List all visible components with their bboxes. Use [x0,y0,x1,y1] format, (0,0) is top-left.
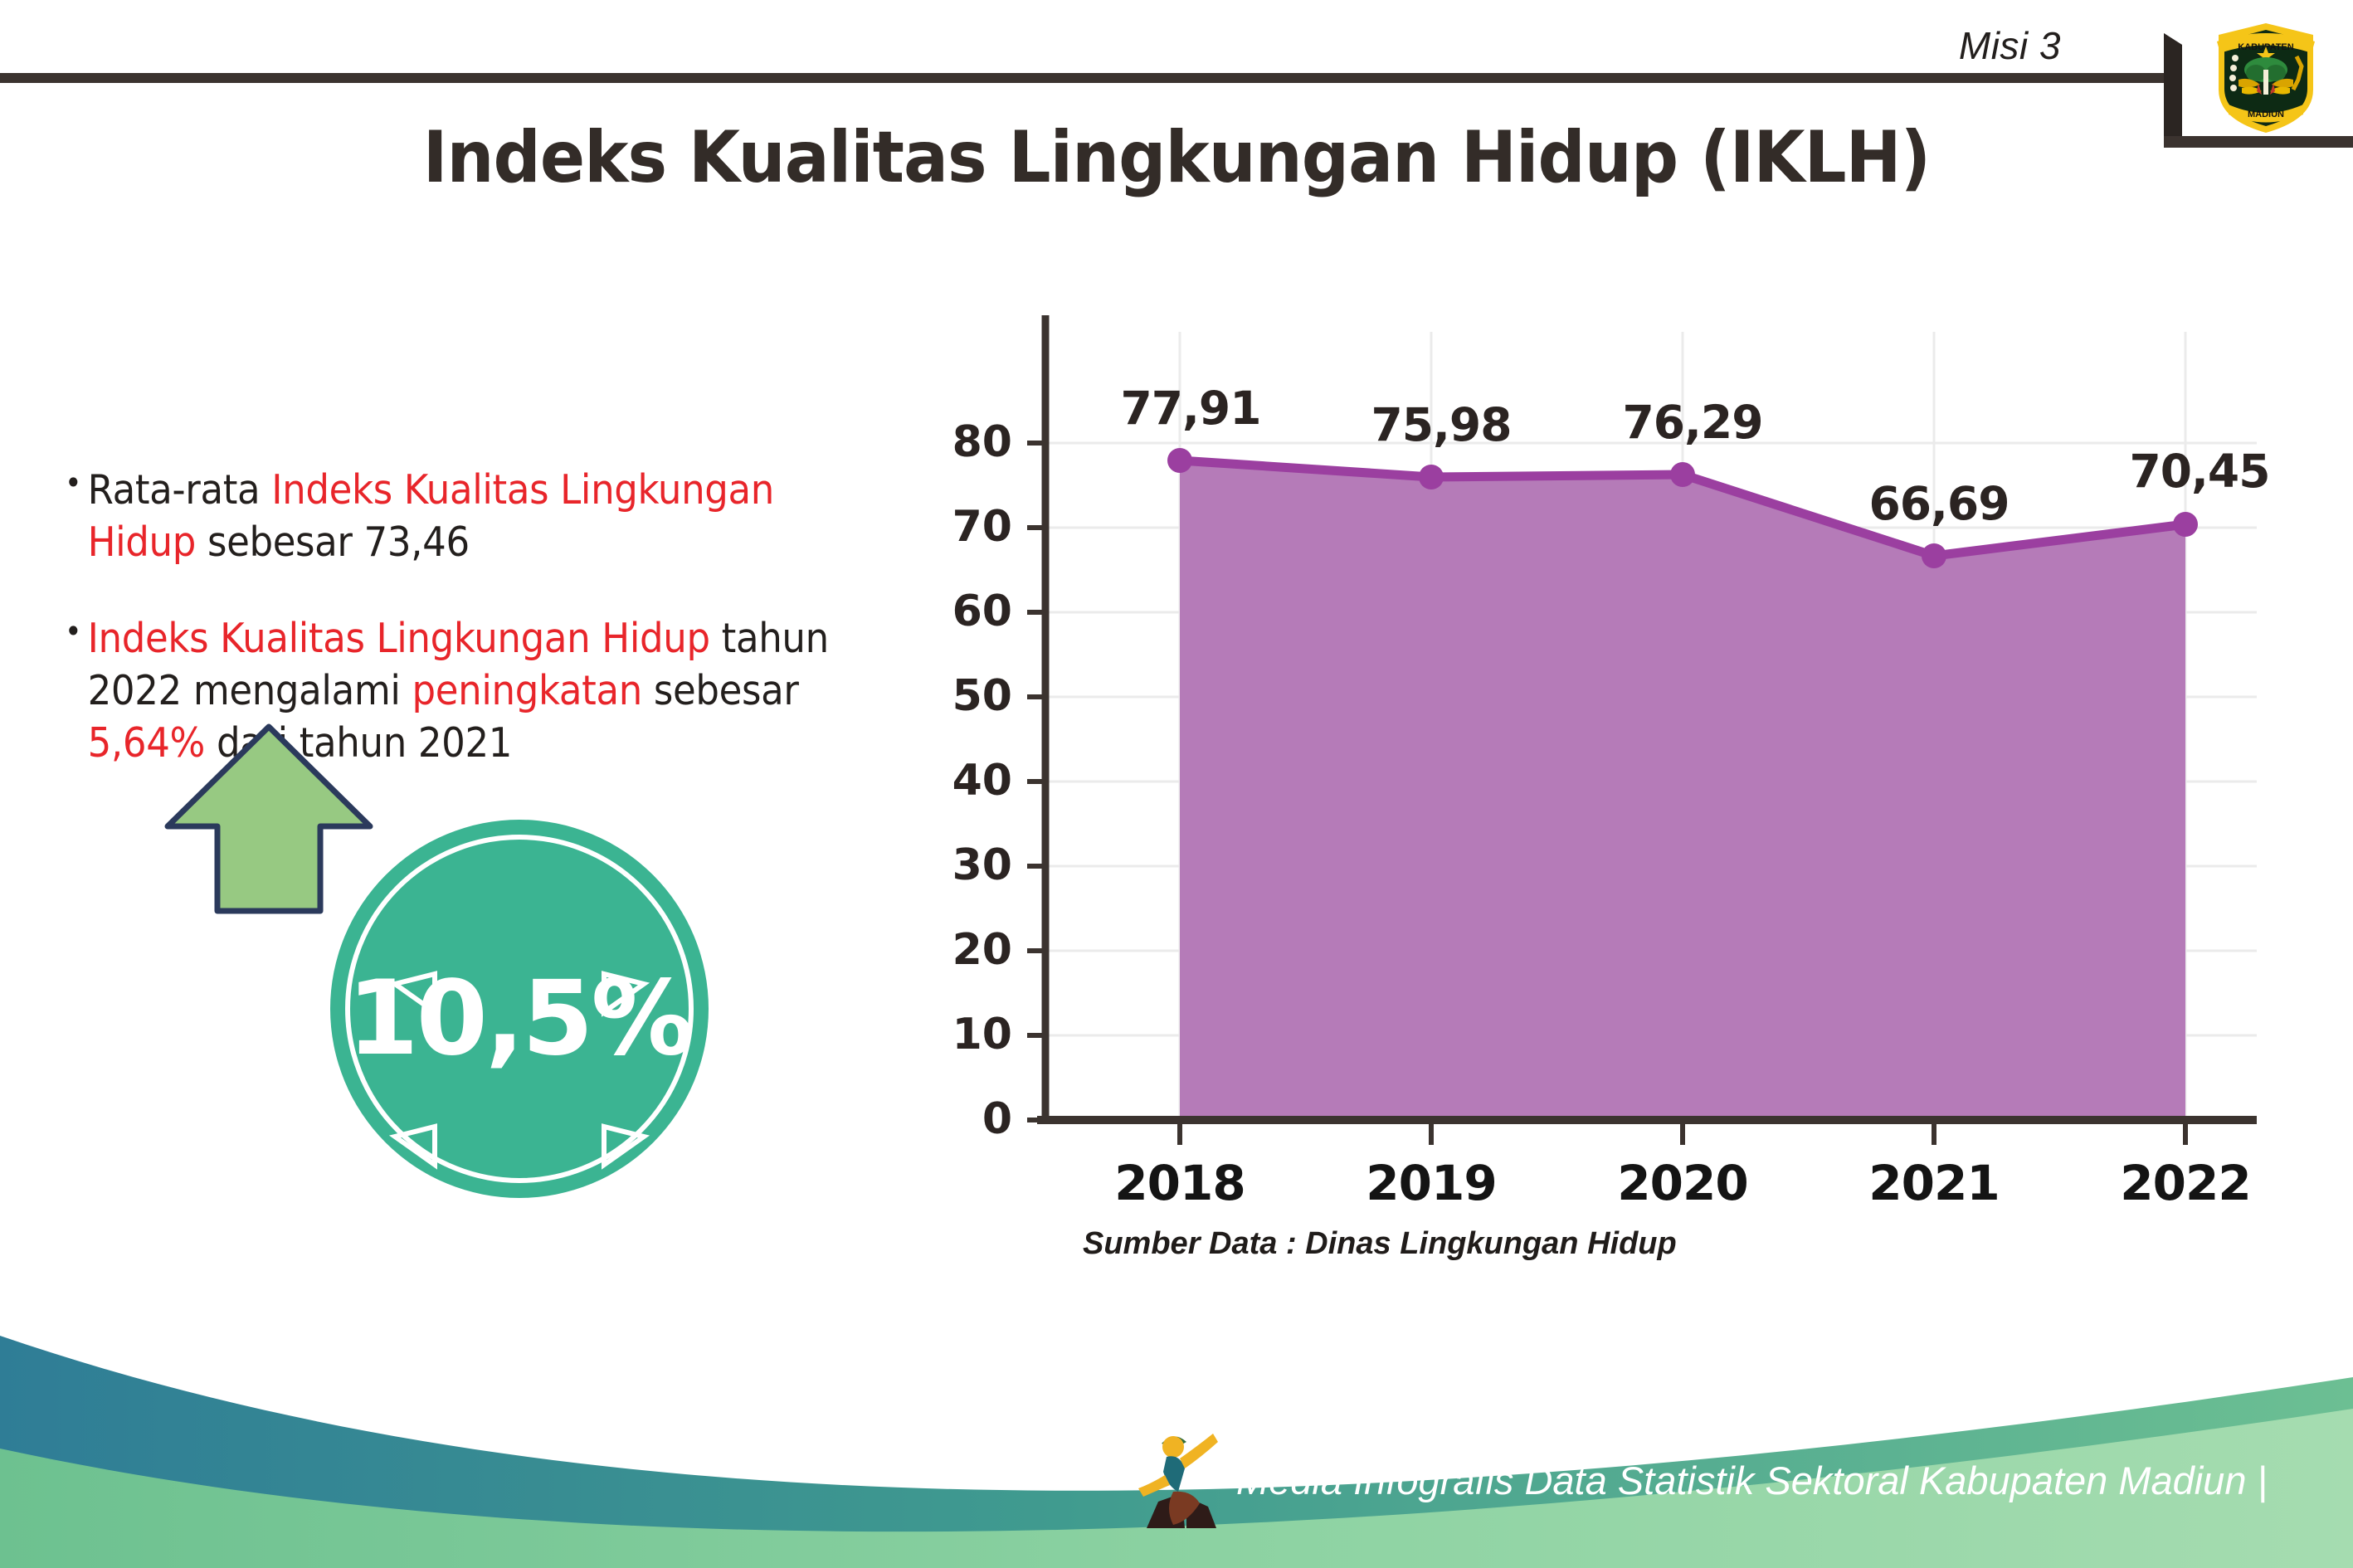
data-label-2021: 66,69 [1868,477,2010,530]
bullet-1-part-4: 5,64% [87,718,206,767]
x-tick-label-2020: 2020 [1617,1155,1748,1211]
data-label-2018: 77,91 [1120,382,1262,435]
bullet-item-1: Indeks Kualitas Lingkungan Hidup tahun 2… [65,611,874,769]
header-divider-line [0,73,2170,83]
y-tick-label-80: 80 [952,417,1012,467]
kabupaten-madiun-logo-icon: KABUPATEN MADIUN [2217,23,2315,133]
growth-badge: 10,5% [330,820,709,1198]
y-tick-label-20: 20 [952,925,1012,975]
chart-canvas [1027,315,2257,1145]
y-tick-label-50: 50 [952,671,1012,721]
bullet-1-part-0: Indeks Kualitas Lingkungan Hidup [87,615,710,663]
bullet-0-part-2: sebesar 73,46 [195,518,470,566]
y-tick-label-70: 70 [952,502,1012,552]
iklh-area-chart: 80 70 60 50 40 30 20 10 0 2018 2019 2020… [952,282,2270,1211]
y-tick-label-30: 30 [952,840,1012,890]
up-arrow-icon [164,723,373,914]
source-note: Sumber Data : Dinas Lingkungan Hidup [1083,1226,1677,1261]
summary-bullets: Rata-rata Indeks Kualitas Lingkungan Hid… [65,463,944,815]
bullet-0-part-1: Indeks Kualitas Lingkungan Hidup [87,466,775,566]
bullet-item-0: Rata-rata Indeks Kualitas Lingkungan Hid… [65,463,874,568]
data-label-2020: 76,29 [1622,396,1764,449]
dancing-figure-logo-icon [1138,1434,1218,1528]
data-label-2019: 75,98 [1371,398,1513,451]
chart-area-fill [1180,460,2185,1120]
page-title: Indeks Kualitas Lingkungan Hidup (IKLH) [422,116,1931,199]
y-tick-label-0: 0 [982,1094,1012,1144]
x-tick-label-2019: 2019 [1366,1155,1497,1211]
badge-inner-ring [345,835,694,1183]
corner-bracket-frame [2164,33,2353,148]
y-tick-label-10: 10 [952,1010,1012,1059]
data-label-2022: 70,45 [2129,445,2271,498]
y-tick-label-40: 40 [952,756,1012,806]
x-tick-label-2021: 2021 [1868,1155,2000,1211]
x-tick-label-2018: 2018 [1114,1155,1245,1211]
bullet-1-part-3: sebesar [641,667,799,715]
misi-label: Misi 3 [1958,24,2061,67]
bullet-1-part-2: peningkatan [412,667,643,715]
bullet-1-part-1: tahun 2022 mengalami [87,615,830,715]
footer-wave-decoration [0,1336,2353,1568]
footer-caption: Media Infografis Data Statistik Sektoral… [1236,1458,2268,1502]
badge-corner-triangle-icons [388,971,650,1170]
bullet-0-part-0: Rata-rata [87,466,272,514]
x-tick-label-2022: 2022 [2120,1155,2251,1211]
svg-text:MADIUN: MADIUN [2248,110,2284,119]
chart-data-markers [1167,448,2198,568]
y-tick-label-60: 60 [952,587,1012,636]
badge-value-text: 10,5% [347,959,694,1079]
